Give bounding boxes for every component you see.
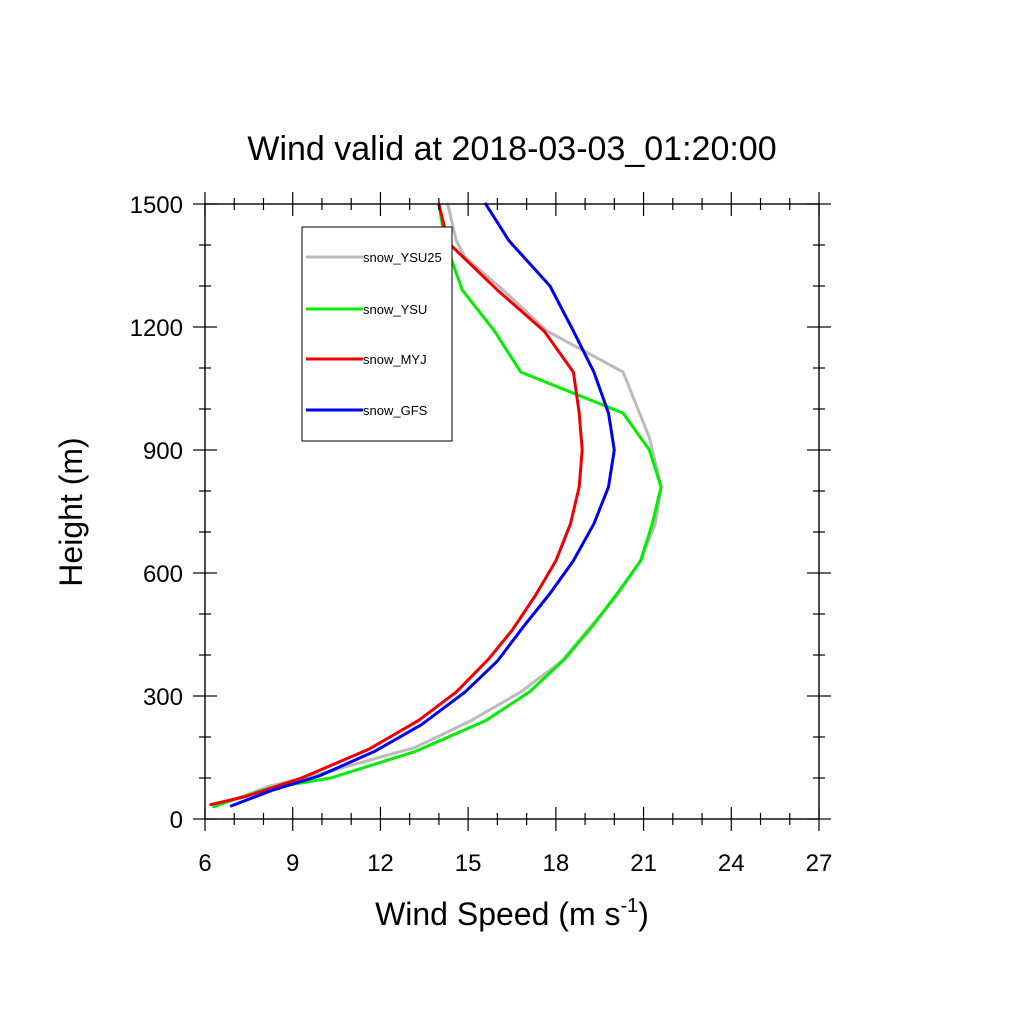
y-tick-label: 1200 xyxy=(130,315,183,342)
series-line-snow_MYJ xyxy=(209,202,584,807)
y-tick-label: 600 xyxy=(143,561,183,588)
legend-label: snow_MYJ xyxy=(363,352,427,367)
legend-box xyxy=(301,226,453,442)
legend-label: snow_YSU xyxy=(363,302,427,317)
series-line-snow_YSU xyxy=(212,202,663,809)
x-tick-label: 15 xyxy=(455,850,482,877)
series-layer xyxy=(209,202,663,809)
legend-label: snow_YSU25 xyxy=(363,250,442,265)
plot-frame xyxy=(204,203,820,820)
tick-layer: 6 9 12 15 18 21 24 27 0 300 600 900 1200 1500 xyxy=(130,192,833,877)
x-axis-label-main: Wind Speed (m s xyxy=(375,896,620,932)
x-tick-label: 9 xyxy=(286,850,299,877)
x-tick-label: 18 xyxy=(543,850,570,877)
x-tick-label: 21 xyxy=(630,850,657,877)
y-tick-label: 1500 xyxy=(130,192,183,219)
x-tick-label: 27 xyxy=(806,850,833,877)
x-axis-label-superscript: -1 xyxy=(620,895,638,917)
y-axis-label: Height (m) xyxy=(53,437,89,586)
y-tick-label: 0 xyxy=(170,807,183,834)
x-axis-label-close: ) xyxy=(638,896,649,932)
y-tick-label: 300 xyxy=(143,684,183,711)
x-tick-label: 6 xyxy=(198,850,211,877)
legend-label: snow_GFS xyxy=(363,403,428,418)
series-line-snow_GFS xyxy=(229,202,616,808)
x-tick-label: 24 xyxy=(718,850,745,877)
y-tick-label: 900 xyxy=(143,438,183,465)
chart-title: Wind valid at 2018-03-03_01:20:00 xyxy=(247,130,776,168)
x-axis-label: Wind Speed (m s-1) xyxy=(375,895,649,932)
x-tick-label: 12 xyxy=(367,850,394,877)
legend: snow_YSU25 snow_YSU snow_MYJ snow_GFS xyxy=(301,226,453,442)
